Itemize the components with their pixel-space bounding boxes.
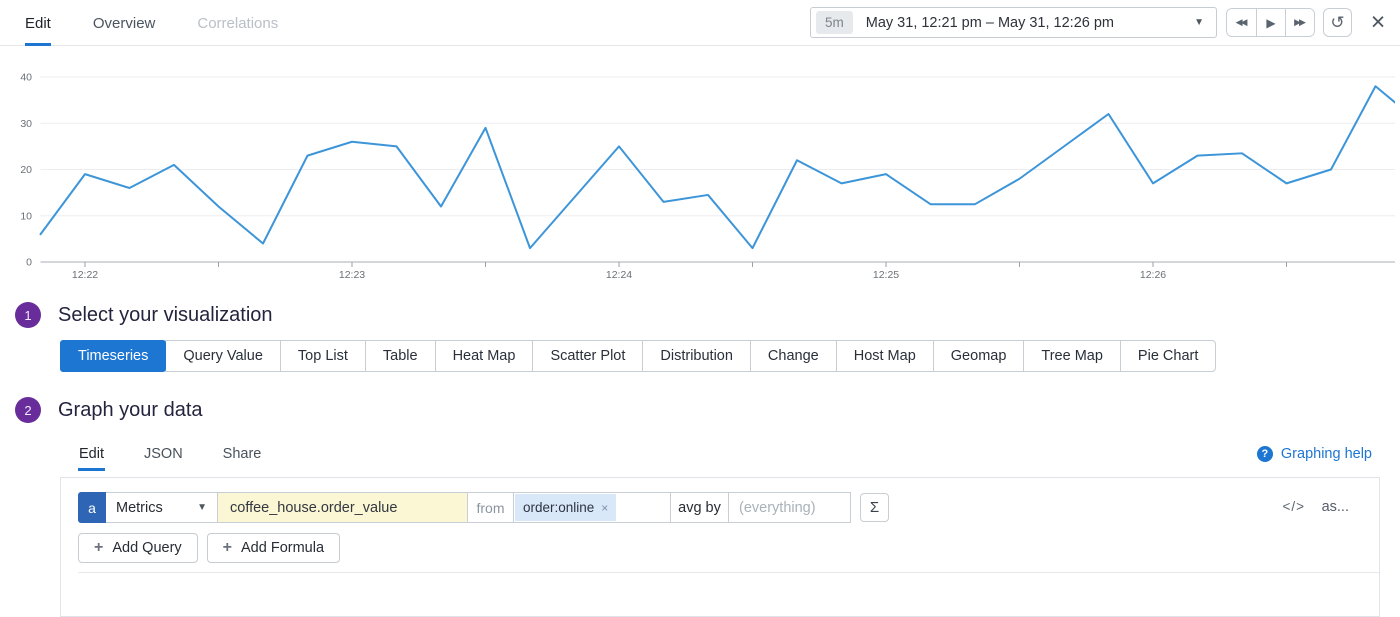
chevron-down-icon: ▼ [1194,17,1204,28]
viz-tab-tree-map[interactable]: Tree Map [1023,340,1121,372]
add-query-label: Add Query [112,540,182,556]
metric-line-series [39,85,1400,250]
playback-controls: ◀◀ ▶ ▶▶ [1226,8,1315,37]
tab-edit[interactable]: Edit [25,0,51,46]
graphing-help-label: Graphing help [1280,446,1372,462]
visualization-tabs: Timeseries Query Value Top List Table Heat M… [60,340,1217,372]
step-2-title: Graph your data [58,398,203,421]
filter-tag[interactable]: order:online × [515,494,617,521]
add-query-button[interactable]: + Add Query [78,533,198,563]
viz-tab-scatter-plot[interactable]: Scatter Plot [532,340,644,372]
svg-text:12:22: 12:22 [72,269,98,281]
remove-tag-icon[interactable]: × [601,500,609,515]
plus-icon: + [94,539,104,556]
viz-tab-host-map[interactable]: Host Map [835,340,934,372]
duration-chip[interactable]: 5m [816,11,853,34]
step-1-badge: 1 [15,302,41,328]
svg-text:10: 10 [20,210,32,222]
step-2-header: 2 Graph your data [15,397,203,423]
rewind-button[interactable]: ◀◀ [1227,9,1256,36]
close-icon[interactable]: × [1370,7,1386,36]
svg-text:12:25: 12:25 [873,269,899,281]
viz-tab-table[interactable]: Table [364,340,436,372]
chevron-down-icon: ▼ [197,502,207,513]
query-buttons: + Add Query + Add Formula [78,533,341,563]
time-range-picker[interactable]: 5m May 31, 12:21 pm – May 31, 12:26 pm ▼ [810,7,1217,38]
tab-correlations[interactable]: Correlations [197,14,279,32]
filter-tag-label: order:online [523,500,595,515]
query-letter-badge[interactable]: a [78,492,106,523]
query-row: a Metrics ▼ coffee_house.order_value fro… [78,492,889,523]
svg-text:12:24: 12:24 [606,269,632,281]
graphing-help-link[interactable]: ? Graphing help [1256,446,1372,462]
add-formula-label: Add Formula [241,540,325,556]
plus-icon: + [222,539,233,556]
step-1-title: Select your visualization [58,303,273,326]
svg-text:12:26: 12:26 [1140,269,1166,281]
from-label: from [468,492,514,523]
fast-forward-button[interactable]: ▶▶ [1285,9,1314,36]
graph-editor-tabs: Edit JSON Share [78,444,262,471]
svg-text:12:23: 12:23 [339,269,365,281]
filter-input[interactable]: order:online × [514,492,671,523]
svg-text:0: 0 [26,257,32,269]
editor-tab-json[interactable]: JSON [144,446,183,462]
viz-tab-change[interactable]: Change [749,340,837,372]
viz-tab-distribution[interactable]: Distribution [642,340,751,372]
metric-name-input[interactable]: coffee_house.order_value [218,492,468,523]
play-button[interactable]: ▶ [1256,9,1285,36]
add-formula-button[interactable]: + Add Formula [206,533,341,563]
question-mark-icon: ? [1256,446,1273,462]
svg-text:20: 20 [20,164,32,176]
query-panel: a Metrics ▼ coffee_house.order_value fro… [60,477,1380,617]
viz-tab-query-value[interactable]: Query Value [165,340,281,372]
step-2-badge: 2 [15,397,41,423]
viz-tab-geomap[interactable]: Geomap [932,340,1025,372]
group-by-input[interactable]: (everything) [729,492,851,523]
step-1-header: 1 Select your visualization [15,302,273,328]
editor-tab-edit[interactable]: Edit [78,444,105,471]
timeseries-chart[interactable]: 0 10 20 30 40 12:22 12:23 12:24 12:25 12:26 [0,46,1400,286]
time-range-label: May 31, 12:21 pm – May 31, 12:26 pm [865,14,1115,31]
code-view-icon[interactable]: </> [1282,499,1305,514]
reset-zoom-button[interactable]: ↺ [1323,8,1352,37]
editor-tab-share[interactable]: Share [222,446,262,462]
viz-tab-top-list[interactable]: Top List [279,340,366,372]
viz-tab-timeseries[interactable]: Timeseries [60,340,167,372]
data-source-value: Metrics [116,499,163,516]
top-bar: Edit Overview Correlations 5m May 31, 12:2… [0,0,1400,46]
as-button[interactable]: as... [1321,499,1349,515]
viz-tab-pie-chart[interactable]: Pie Chart [1119,340,1217,372]
tab-overview[interactable]: Overview [92,14,156,32]
viz-tab-heat-map[interactable]: Heat Map [434,340,534,372]
svg-text:30: 30 [20,118,32,130]
data-source-select[interactable]: Metrics ▼ [106,492,218,523]
avg-by-label: avg by [671,492,729,523]
timeseries-chart-svg: 0 10 20 30 40 12:22 12:23 12:24 12:25 12:26 [20,72,1400,281]
svg-text:40: 40 [20,72,32,84]
top-tabs: Edit Overview Correlations [25,0,278,46]
sigma-rollup-button[interactable]: Σ [860,493,889,522]
